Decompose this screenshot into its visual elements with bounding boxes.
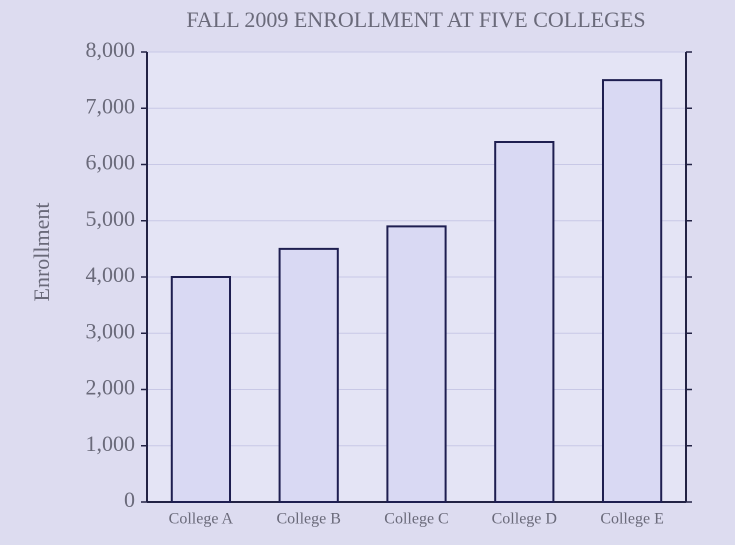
y-tick-label: 3,000 xyxy=(86,318,136,343)
bar xyxy=(386,225,447,503)
y-tick-label: 1,000 xyxy=(86,431,136,456)
bar xyxy=(278,247,339,503)
chart-title: FALL 2009 ENROLLMENT AT FIVE COLLEGES xyxy=(186,7,645,32)
y-tick-label: 6,000 xyxy=(86,150,136,175)
bar xyxy=(601,79,663,503)
y-tick-label: 7,000 xyxy=(86,93,136,118)
x-tick-label: College B xyxy=(276,511,340,528)
y-axis-title: Enrollment xyxy=(29,203,54,302)
x-tick-label: College C xyxy=(384,511,448,528)
y-tick-label: 0 xyxy=(124,487,135,512)
x-tick-label: College E xyxy=(600,511,664,528)
y-tick-label: 5,000 xyxy=(86,206,136,231)
y-tick-label: 8,000 xyxy=(86,37,136,62)
bar xyxy=(494,141,555,503)
bar xyxy=(170,276,232,503)
x-tick-label: College A xyxy=(169,511,234,528)
y-tick-label: 2,000 xyxy=(86,375,136,400)
y-tick-label: 4,000 xyxy=(86,262,136,287)
x-tick-label: College D xyxy=(492,511,557,528)
